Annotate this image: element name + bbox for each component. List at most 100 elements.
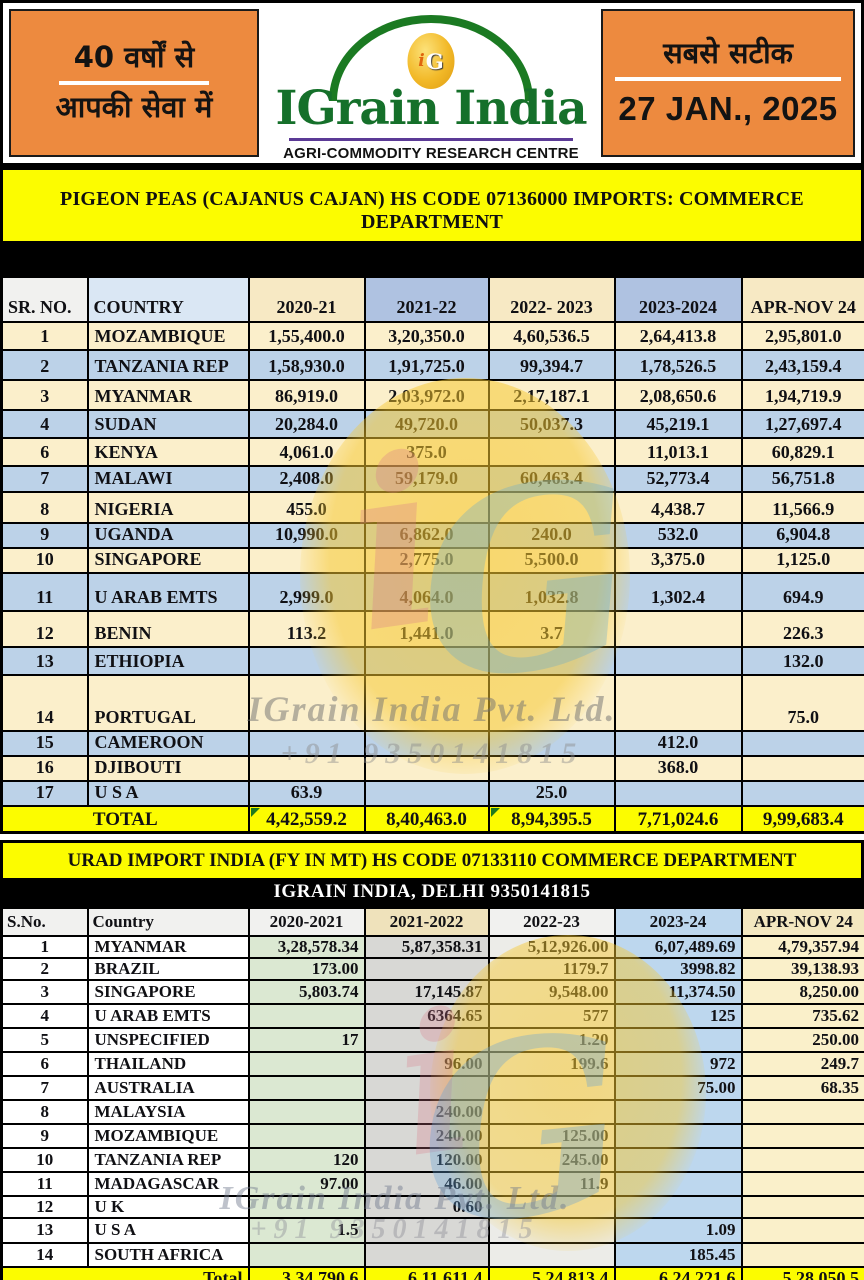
country-cell: TANZANIA REP <box>86 1146 250 1173</box>
value-cell: 1179.7 <box>487 956 616 981</box>
sr-cell: 7 <box>0 1074 89 1101</box>
table2-subtitle: IGRAIN INDIA, DELHI 9350141815 <box>0 878 864 906</box>
value-cell: 2,408.0 <box>247 464 366 493</box>
value-cell: 240.0 <box>487 521 616 549</box>
value-cell <box>247 673 366 732</box>
value-cell: 5,87,358.31 <box>363 934 490 959</box>
value-cell: 1,91,725.0 <box>363 348 490 381</box>
value-cell <box>487 1241 616 1268</box>
table-row: 12 BENIN 113.2 1,441.0 3.7 226.3 <box>0 609 864 648</box>
country-cell: U S A <box>86 779 250 807</box>
value-cell <box>247 645 366 676</box>
value-cell <box>487 1074 616 1101</box>
value-cell: 11,013.1 <box>613 436 743 467</box>
table2-title: URAD IMPORT INDIA (FY IN MT) HS CODE 071… <box>0 840 864 878</box>
value-cell: 11,374.50 <box>613 978 743 1005</box>
issue-date: 27 JAN., 2025 <box>618 89 838 127</box>
value-cell <box>247 1050 366 1077</box>
country-cell: SINGAPORE <box>86 978 250 1005</box>
total-value: 6,24,221.6 <box>613 1265 743 1280</box>
value-cell <box>487 1098 616 1125</box>
sr-cell: 8 <box>0 1098 89 1125</box>
sr-cell: 13 <box>0 645 89 676</box>
value-cell <box>487 754 616 782</box>
banner-right-line1: सबसे सटीक <box>663 36 793 71</box>
value-cell <box>247 1241 366 1268</box>
value-cell: 240.00 <box>363 1098 490 1125</box>
value-cell <box>363 1026 490 1053</box>
value-cell: 99,394.7 <box>487 348 616 381</box>
value-cell: 1,58,930.0 <box>247 348 366 381</box>
value-cell: 132.0 <box>740 645 864 676</box>
value-cell: 6364.65 <box>363 1002 490 1029</box>
table-row: 16 DJIBOUTI 368.0 <box>0 754 864 782</box>
value-cell: 5,12,926.00 <box>487 934 616 959</box>
country-cell: UGANDA <box>86 521 250 549</box>
total-label: Total <box>0 1265 250 1280</box>
value-cell: 56,751.8 <box>740 464 864 493</box>
country-cell: MADAGASCAR <box>86 1170 250 1197</box>
value-cell <box>613 1170 743 1197</box>
banner-left-line2: आपकी सेवा में <box>55 90 213 124</box>
value-cell: 59,179.0 <box>363 464 490 493</box>
value-cell: 173.00 <box>247 956 366 981</box>
logo-monogram-i: i <box>418 51 425 71</box>
value-cell: 455.0 <box>247 490 366 524</box>
sr-cell: 12 <box>0 609 89 648</box>
value-cell <box>613 673 743 732</box>
pigeon-peas-imports-table: SR. NO. COUNTRY 2020-21 2021-22 2022- 2023 20… <box>0 275 864 834</box>
divider-line <box>59 81 209 85</box>
value-cell <box>363 729 490 757</box>
value-cell: 375.0 <box>363 436 490 467</box>
column-header: S.No. <box>0 906 89 937</box>
value-cell: 60,463.4 <box>487 464 616 493</box>
value-cell: 49,720.0 <box>363 408 490 439</box>
sr-cell: 8 <box>0 490 89 524</box>
total-row: TOTAL 4,42,559.2 8,40,463.0 8,94,395.5 7,71,… <box>0 804 864 834</box>
country-cell: U ARAB EMTS <box>86 571 250 612</box>
value-cell <box>363 645 490 676</box>
value-cell: 972 <box>613 1050 743 1077</box>
table-row: 14 PORTUGAL 75.0 <box>0 673 864 732</box>
value-cell: 10,990.0 <box>247 521 366 549</box>
sr-cell: 9 <box>0 521 89 549</box>
value-cell: 6,862.0 <box>363 521 490 549</box>
country-cell: CAMEROON <box>86 729 250 757</box>
value-cell: 120 <box>247 1146 366 1173</box>
value-cell <box>363 1216 490 1244</box>
logo-monogram-g: G <box>425 48 444 74</box>
value-cell: 2,775.0 <box>363 546 490 574</box>
sr-cell: 5 <box>0 1026 89 1053</box>
value-cell: 20,284.0 <box>247 408 366 439</box>
sr-cell: 16 <box>0 754 89 782</box>
country-cell: AUSTRALIA <box>86 1074 250 1101</box>
value-cell: 86,919.0 <box>247 378 366 411</box>
value-cell: 75.0 <box>740 673 864 732</box>
sr-cell: 9 <box>0 1122 89 1149</box>
value-cell <box>487 1194 616 1219</box>
table-row: 6 KENYA 4,061.0 375.0 11,013.1 60,829.1 <box>0 436 864 467</box>
country-cell: MYANMAR <box>86 378 250 411</box>
table-row: 5 UNSPECIFIED 17 1.20 250.00 <box>0 1026 864 1053</box>
table-row: 14 SOUTH AFRICA 185.45 <box>0 1241 864 1268</box>
value-cell: 412.0 <box>613 729 743 757</box>
value-cell: 8,250.00 <box>740 978 864 1005</box>
country-cell: MOZAMBIQUE <box>86 320 250 351</box>
value-cell: 4,438.7 <box>613 490 743 524</box>
table-row: 7 AUSTRALIA 75.00 68.35 <box>0 1074 864 1101</box>
country-cell: U K <box>86 1194 250 1219</box>
value-cell <box>613 1098 743 1125</box>
value-cell: 3,20,350.0 <box>363 320 490 351</box>
total-value: 9,99,683.4 <box>740 804 864 834</box>
sr-cell: 13 <box>0 1216 89 1244</box>
table-row: 12 U K 0.60 <box>0 1194 864 1219</box>
value-cell: 17,145.87 <box>363 978 490 1005</box>
sr-cell: 4 <box>0 408 89 439</box>
sr-cell: 7 <box>0 464 89 493</box>
sr-cell: 10 <box>0 546 89 574</box>
value-cell: 240.00 <box>363 1122 490 1149</box>
value-cell <box>487 1216 616 1244</box>
